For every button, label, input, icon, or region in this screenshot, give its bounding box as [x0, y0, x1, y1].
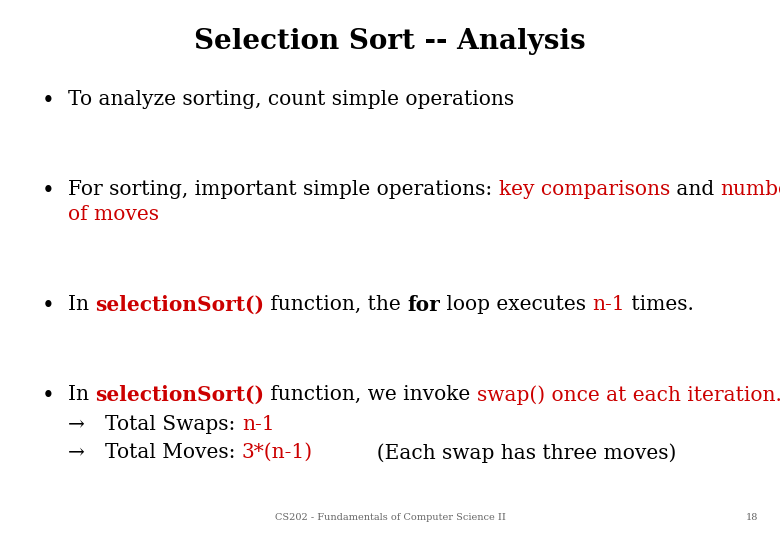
Text: function, the: function, the [264, 295, 407, 314]
Text: times.: times. [626, 295, 694, 314]
Text: swap() once at each iteration.: swap() once at each iteration. [477, 385, 780, 404]
Text: To analyze sorting, count simple operations: To analyze sorting, count simple operati… [68, 90, 514, 109]
Text: →: → [68, 443, 85, 462]
Text: selectionSort(): selectionSort() [95, 385, 264, 405]
Text: CS202 - Fundamentals of Computer Science II: CS202 - Fundamentals of Computer Science… [275, 513, 505, 522]
Text: •: • [42, 90, 55, 112]
Text: 3*(n-1): 3*(n-1) [242, 443, 313, 462]
Text: Selection Sort -- Analysis: Selection Sort -- Analysis [194, 28, 586, 55]
Text: →: → [68, 415, 85, 434]
Text: •: • [42, 180, 55, 202]
Text: loop executes: loop executes [440, 295, 593, 314]
Text: •: • [42, 385, 55, 407]
Text: Total Moves:: Total Moves: [105, 443, 242, 462]
Text: •: • [42, 295, 55, 317]
Text: n-1: n-1 [242, 415, 275, 434]
Text: (Each swap has three moves): (Each swap has three moves) [313, 443, 676, 463]
Text: function, we invoke: function, we invoke [264, 385, 477, 404]
Text: and: and [670, 180, 721, 199]
Text: n-1: n-1 [593, 295, 626, 314]
Text: In: In [68, 295, 95, 314]
Text: key comparisons: key comparisons [498, 180, 670, 199]
Text: for: for [407, 295, 440, 315]
Text: For sorting, important simple operations:: For sorting, important simple operations… [68, 180, 498, 199]
Text: of moves: of moves [68, 205, 159, 224]
Text: selectionSort(): selectionSort() [95, 295, 264, 315]
Text: 18: 18 [746, 513, 758, 522]
Text: number: number [721, 180, 780, 199]
Text: Total Swaps:: Total Swaps: [105, 415, 242, 434]
Text: In: In [68, 385, 95, 404]
